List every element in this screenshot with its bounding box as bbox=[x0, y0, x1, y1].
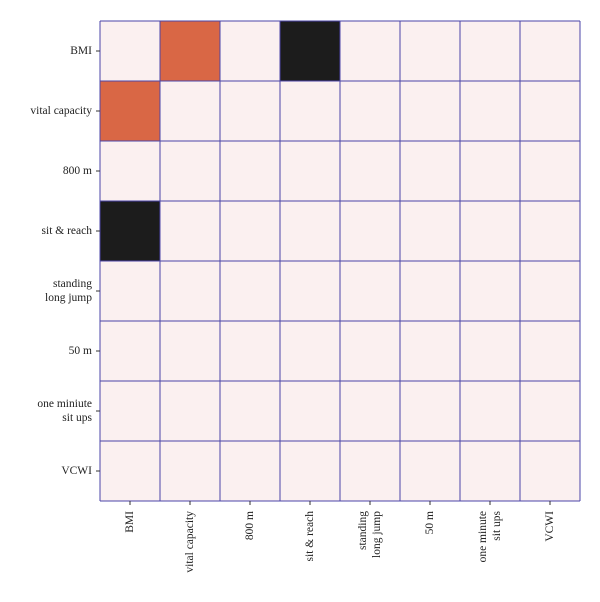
heatmap-cell-r0-c7 bbox=[520, 21, 580, 81]
heatmap-cell-r7-c0 bbox=[100, 441, 160, 501]
heatmap-cell-r6-c4 bbox=[340, 381, 400, 441]
row-labels: BMI vital capacity 800 m sit & reach standin… bbox=[30, 45, 92, 477]
row-label-800-m: 800 m bbox=[63, 165, 92, 177]
column-label-800-m: 800 m bbox=[244, 511, 256, 540]
heatmap-cell-r2-c6 bbox=[460, 141, 520, 201]
heatmap-cell-r2-c3 bbox=[280, 141, 340, 201]
heatmap-cell-r5-c1 bbox=[160, 321, 220, 381]
heatmap-cell-r6-c7 bbox=[520, 381, 580, 441]
heatmap-cell-r1-c5 bbox=[400, 81, 460, 141]
heatmap-cell-r0-c5 bbox=[400, 21, 460, 81]
heatmap-cell-r0-c2 bbox=[220, 21, 280, 81]
heatmap-cell-r0-c4 bbox=[340, 21, 400, 81]
heatmap-cell-r0-c3 bbox=[280, 21, 340, 81]
heatmap-cell-r2-c1 bbox=[160, 141, 220, 201]
heatmap-cell-r1-c6 bbox=[460, 81, 520, 141]
heatmap-cell-r6-c0 bbox=[100, 381, 160, 441]
row-label-sit-and-reach: sit & reach bbox=[42, 225, 93, 237]
heatmap-cell-r4-c4 bbox=[340, 261, 400, 321]
column-label-50-m: 50 m bbox=[424, 511, 436, 534]
heatmap-cell-r6-c2 bbox=[220, 381, 280, 441]
heatmap-cell-r1-c4 bbox=[340, 81, 400, 141]
column-label-vcwi: VCWI bbox=[544, 511, 556, 542]
heatmap-cell-r4-c3 bbox=[280, 261, 340, 321]
heatmap-cell-r5-c0 bbox=[100, 321, 160, 381]
heatmap-cell-r7-c5 bbox=[400, 441, 460, 501]
heatmap-cell-r3-c3 bbox=[280, 201, 340, 261]
heatmap-cell-r3-c5 bbox=[400, 201, 460, 261]
heatmap-cell-r2-c7 bbox=[520, 141, 580, 201]
heatmap-cell-r7-c1 bbox=[160, 441, 220, 501]
heatmap-cell-r1-c1 bbox=[160, 81, 220, 141]
heatmap-cell-r3-c6 bbox=[460, 201, 520, 261]
column-labels: BMI vital capacity 800 m sit & reach standin… bbox=[124, 510, 556, 572]
heatmap-cell-r3-c4 bbox=[340, 201, 400, 261]
heatmap-cell-r2-c2 bbox=[220, 141, 280, 201]
heatmap-cell-r4-c6 bbox=[460, 261, 520, 321]
row-label-vcwi: VCWI bbox=[61, 465, 92, 477]
heatmap-cell-r7-c4 bbox=[340, 441, 400, 501]
heatmap-cell-r7-c7 bbox=[520, 441, 580, 501]
heatmap-cell-r1-c3 bbox=[280, 81, 340, 141]
heatmap-cell-r2-c4 bbox=[340, 141, 400, 201]
heatmap-cell-r5-c7 bbox=[520, 321, 580, 381]
row-label-vital-capacity: vital capacity bbox=[30, 105, 92, 117]
heatmap-cell-r7-c2 bbox=[220, 441, 280, 501]
heatmap-cell-r3-c1 bbox=[160, 201, 220, 261]
heatmap-cell-r2-c0 bbox=[100, 141, 160, 201]
heatmap-cell-r4-c1 bbox=[160, 261, 220, 321]
heatmap-cell-r0-c0 bbox=[100, 21, 160, 81]
column-label-sit-and-reach: sit & reach bbox=[304, 511, 316, 562]
heatmap-cell-r6-c3 bbox=[280, 381, 340, 441]
heatmap-cell-r0-c6 bbox=[460, 21, 520, 81]
heatmap-cell-r3-c7 bbox=[520, 201, 580, 261]
heatmap-cell-r3-c0 bbox=[100, 201, 160, 261]
heatmap-cell-r4-c2 bbox=[220, 261, 280, 321]
heatmap-cell-r1-c0 bbox=[100, 81, 160, 141]
heatmap-cell-r4-c0 bbox=[100, 261, 160, 321]
column-label-standing-long-jump: standing long jump bbox=[357, 511, 383, 558]
row-label-bmi: BMI bbox=[70, 45, 92, 57]
heatmap-cell-r2-c5 bbox=[400, 141, 460, 201]
column-label-one-minute-sit-ups: one minute sit ups bbox=[477, 510, 503, 562]
row-label-standing-long-jump: standing long jump bbox=[45, 278, 92, 304]
heatmap-cell-r3-c2 bbox=[220, 201, 280, 261]
heatmap-cell-r7-c6 bbox=[460, 441, 520, 501]
heatmap-cell-r5-c3 bbox=[280, 321, 340, 381]
row-label-50-m: 50 m bbox=[69, 345, 92, 357]
heatmap-cell-r5-c6 bbox=[460, 321, 520, 381]
heatmap-cell-r6-c1 bbox=[160, 381, 220, 441]
column-label-bmi: BMI bbox=[124, 511, 136, 533]
heatmap-cell-r6-c5 bbox=[400, 381, 460, 441]
heatmap-cell-r7-c3 bbox=[280, 441, 340, 501]
heatmap-cell-r1-c2 bbox=[220, 81, 280, 141]
heatmap-cell-r6-c6 bbox=[460, 381, 520, 441]
heatmap-cells bbox=[100, 21, 580, 501]
axis-ticks bbox=[96, 50, 551, 505]
row-label-one-miniute-sit-ups: one miniute sit ups bbox=[37, 398, 92, 424]
heatmap-cell-r4-c7 bbox=[520, 261, 580, 321]
heatmap-cell-r5-c5 bbox=[400, 321, 460, 381]
heatmap-cell-r5-c4 bbox=[340, 321, 400, 381]
column-label-vital-capacity: vital capacity bbox=[184, 511, 196, 573]
heatmap-cell-r1-c7 bbox=[520, 81, 580, 141]
heatmap-cell-r0-c1 bbox=[160, 21, 220, 81]
heatmap-cell-r5-c2 bbox=[220, 321, 280, 381]
heatmap-cell-r4-c5 bbox=[400, 261, 460, 321]
heatmap-grid bbox=[99, 20, 581, 502]
